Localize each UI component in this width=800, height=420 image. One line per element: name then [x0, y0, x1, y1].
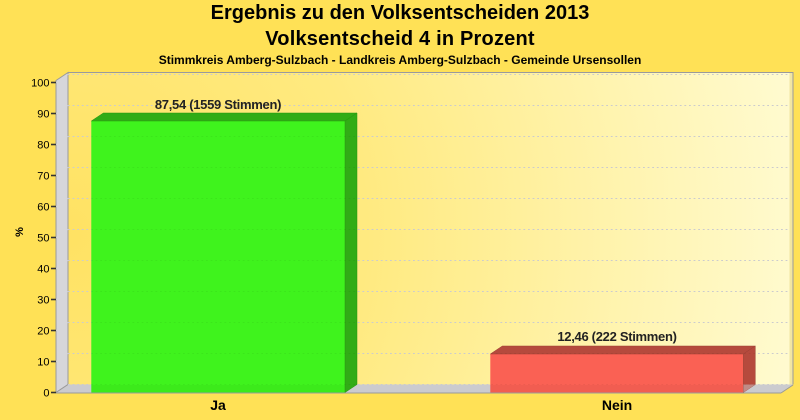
- svg-text:70: 70: [37, 171, 49, 183]
- svg-text:20: 20: [37, 326, 49, 338]
- svg-text:40: 40: [37, 264, 49, 276]
- svg-text:80: 80: [37, 140, 49, 152]
- svg-text:30: 30: [37, 295, 49, 307]
- svg-text:0: 0: [43, 388, 49, 400]
- svg-text:60: 60: [37, 202, 49, 214]
- svg-text:10: 10: [37, 357, 49, 369]
- svg-text:90: 90: [37, 109, 49, 121]
- svg-text:50: 50: [37, 233, 49, 245]
- svg-text:%: %: [14, 227, 26, 237]
- svg-text:100: 100: [31, 78, 49, 90]
